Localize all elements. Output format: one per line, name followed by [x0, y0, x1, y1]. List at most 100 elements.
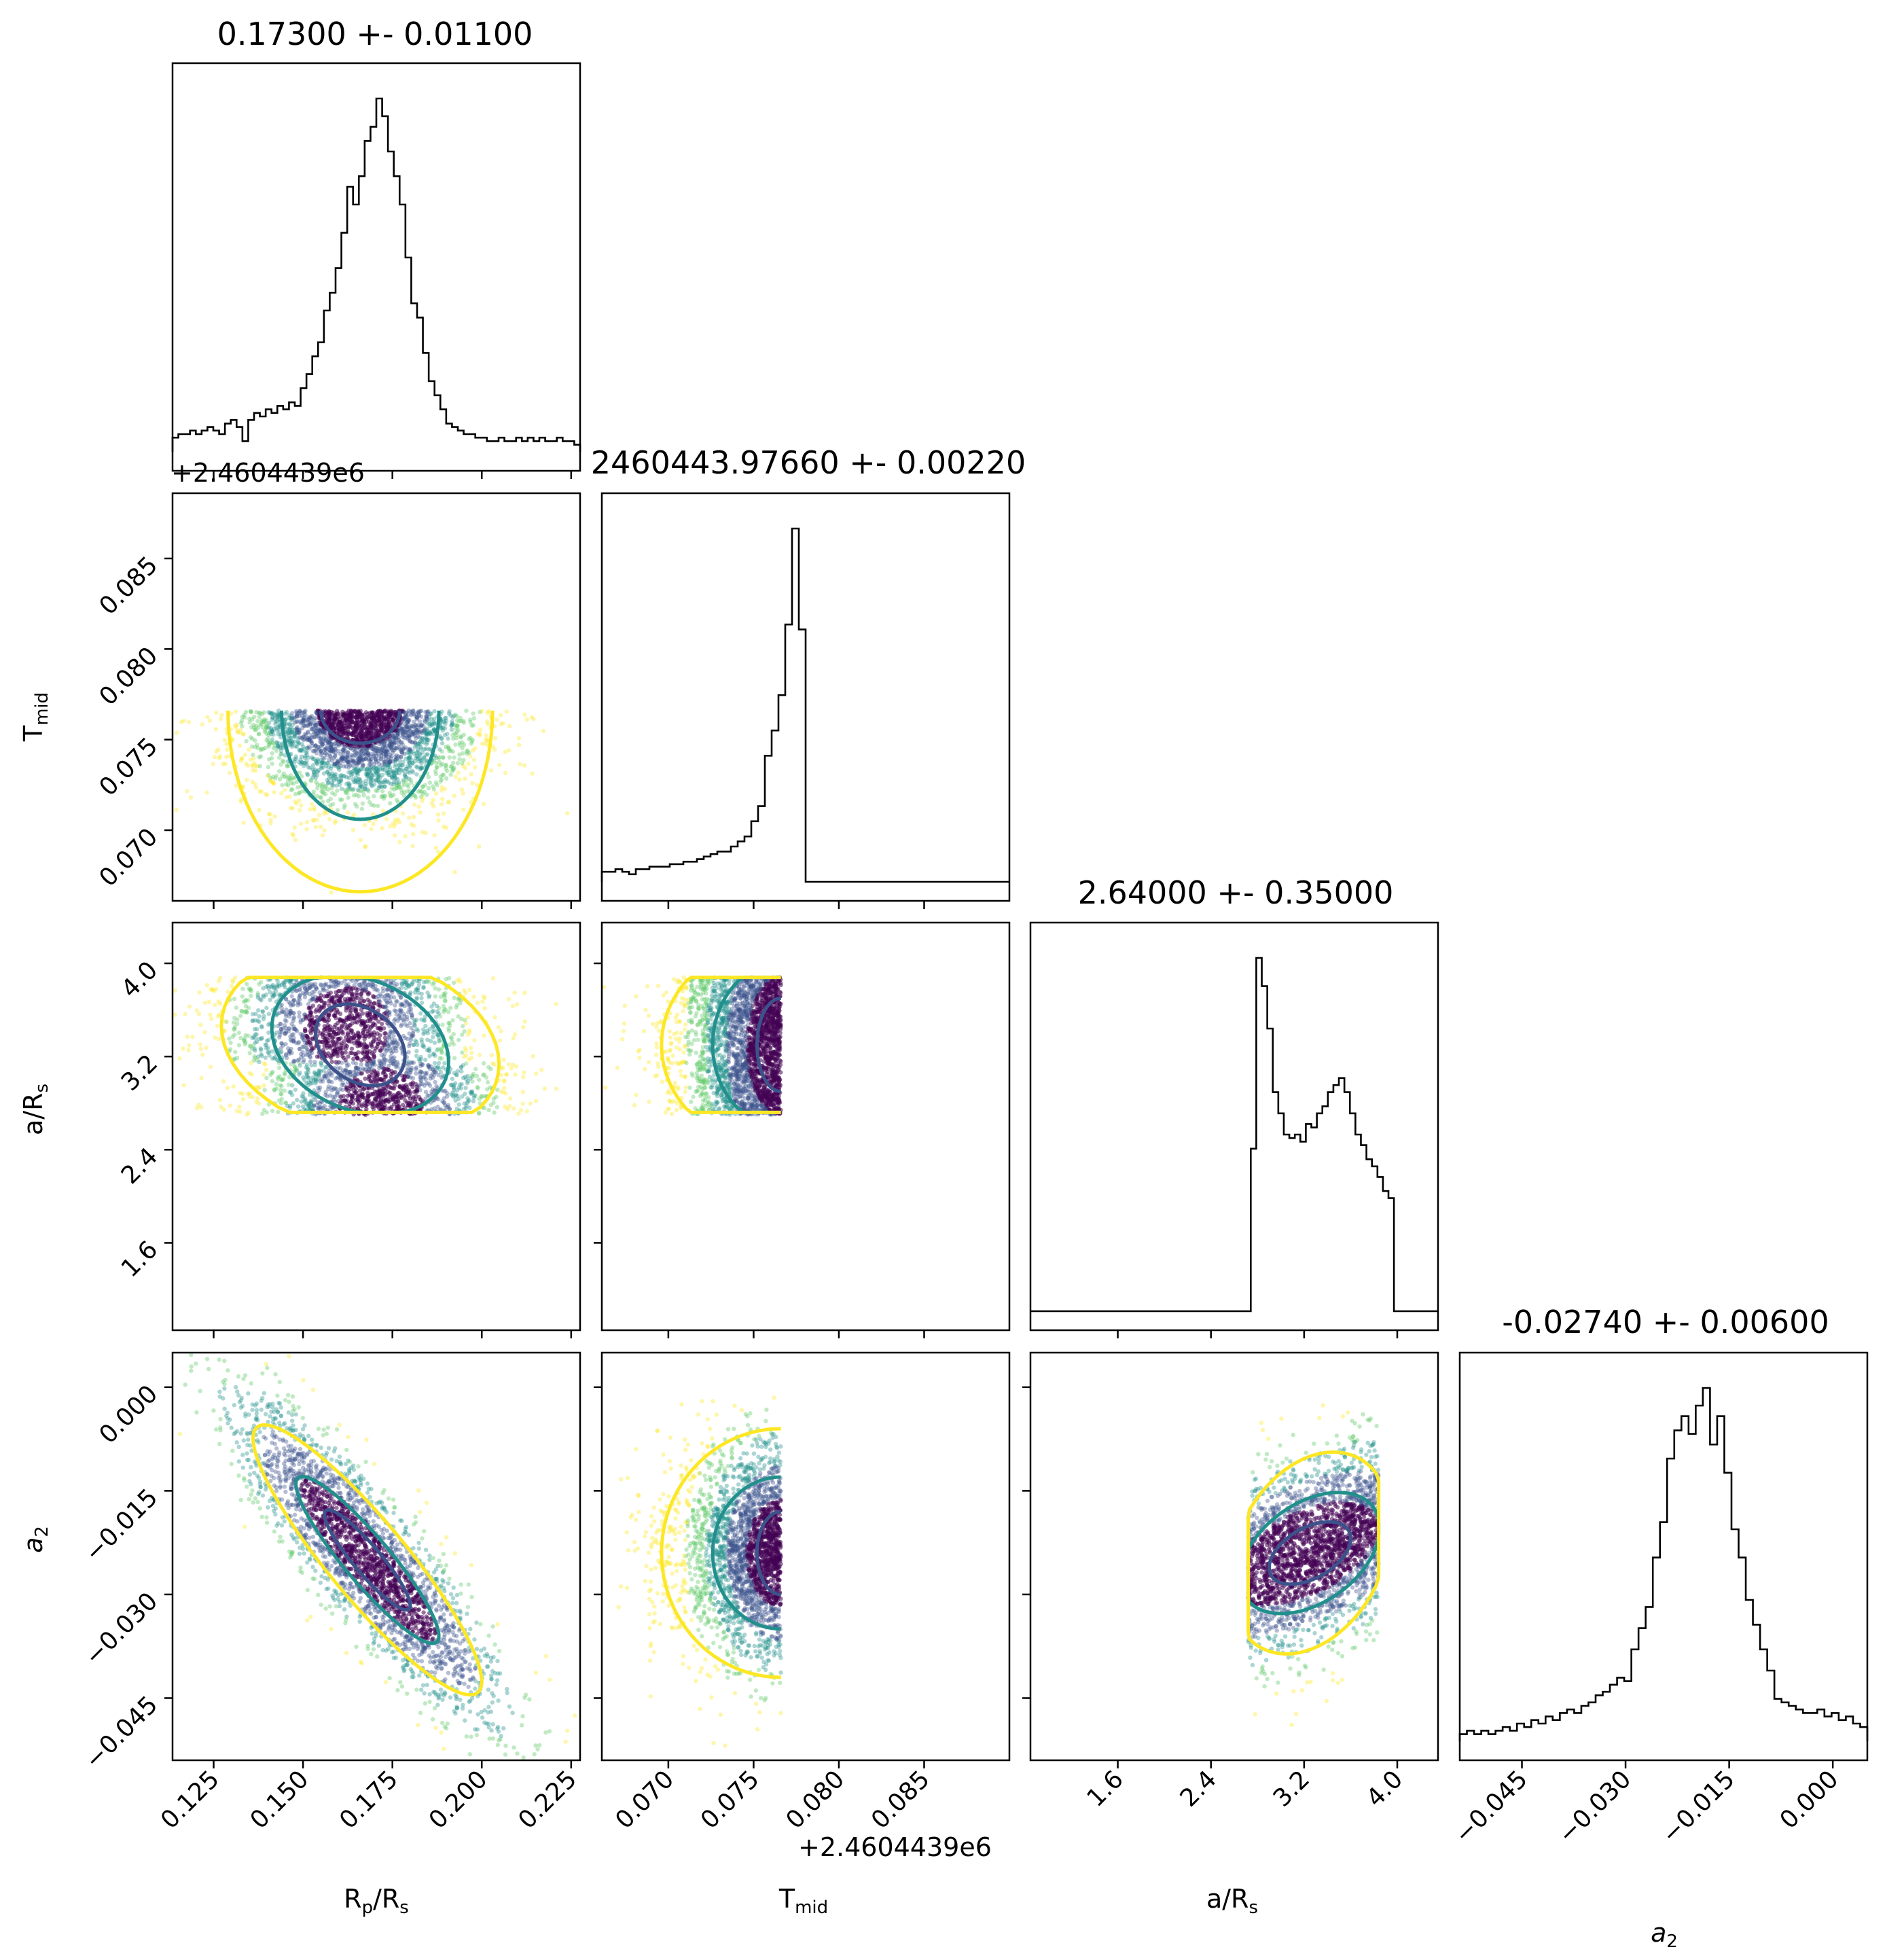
scatter-point	[306, 738, 310, 743]
scatter-point	[315, 786, 320, 791]
scatter-point	[289, 994, 294, 999]
scatter-point	[389, 775, 395, 781]
scatter-point	[448, 1023, 452, 1028]
scatter-point	[382, 1004, 387, 1010]
scatter-point	[369, 778, 374, 783]
scatter-point	[356, 1103, 361, 1108]
scatter-point	[350, 788, 355, 793]
scatter-point	[482, 1094, 487, 1099]
scatter-point	[240, 986, 245, 991]
scatter-point	[439, 788, 444, 793]
scatter-point	[518, 762, 522, 766]
scatter-point	[322, 755, 327, 761]
scatter-point	[477, 1110, 482, 1116]
scatter-point	[376, 785, 381, 791]
scatter-point	[430, 1087, 435, 1092]
scatter-point	[405, 751, 410, 755]
scatter-point	[427, 722, 432, 727]
scatter-point	[259, 1048, 264, 1052]
scatter-point	[300, 760, 304, 765]
scatter-point	[436, 1061, 442, 1065]
scatter-point	[389, 747, 395, 752]
scatter-point	[408, 729, 412, 734]
scatter-point	[335, 1061, 340, 1066]
scatter-point	[289, 781, 293, 785]
scatter-point	[376, 1036, 381, 1041]
scatter-point	[293, 720, 298, 725]
scatter-point	[338, 773, 343, 779]
scatter-point	[344, 1100, 349, 1105]
scatter-point	[312, 735, 317, 740]
scatter-point	[441, 1065, 446, 1070]
scatter-point	[264, 1075, 269, 1081]
scatter-point	[297, 1014, 302, 1019]
scatter-point	[362, 823, 367, 827]
scatter-point	[350, 719, 355, 725]
scatter-point	[243, 997, 249, 1003]
scatter-point	[283, 774, 287, 780]
scatter-point	[476, 844, 482, 849]
scatter-point	[257, 1014, 262, 1019]
scatter-point	[372, 1055, 376, 1060]
scatter-point	[331, 1035, 336, 1039]
scatter-point	[446, 1010, 451, 1014]
scatter-point	[360, 801, 365, 806]
scatter-point	[450, 715, 455, 719]
scatter-point	[418, 766, 424, 771]
scatter-point	[374, 788, 378, 793]
scatter-point	[269, 755, 274, 761]
scatter-point	[530, 771, 535, 776]
scatter-point	[313, 743, 318, 748]
scatter-point	[200, 1052, 205, 1057]
scatter-point	[319, 749, 323, 753]
scatter-point	[373, 1016, 378, 1021]
scatter-point	[263, 791, 268, 797]
scatter-point	[365, 1011, 370, 1016]
scatter-point	[197, 990, 202, 995]
scatter-point	[236, 1043, 242, 1048]
scatter-point	[310, 1080, 315, 1086]
scatter-point	[313, 743, 318, 748]
scatter-point	[245, 1091, 251, 1097]
scatter-point	[471, 716, 477, 721]
scatter-point	[279, 1006, 285, 1011]
scatter-point	[419, 991, 424, 997]
scatter-point	[283, 985, 287, 990]
scatter-point	[465, 751, 469, 756]
scatter-point	[459, 1016, 464, 1022]
scatter-point	[342, 978, 347, 984]
scatter-point	[304, 1016, 308, 1021]
scatter-point	[444, 766, 448, 771]
scatter-point	[433, 986, 437, 991]
scatter-point	[329, 780, 334, 785]
scatter-point	[388, 1048, 393, 1053]
scatter-point	[382, 1088, 387, 1093]
scatter-point	[384, 722, 389, 728]
scatter-point	[318, 1031, 323, 1036]
scatter-point	[511, 1036, 516, 1041]
scatter-point	[295, 1104, 301, 1109]
scatter-point	[412, 815, 416, 820]
scatter-point	[495, 717, 499, 722]
scatter-point	[256, 1008, 261, 1013]
scatter-point	[291, 1011, 296, 1016]
scatter-point	[334, 1016, 338, 1020]
scatter-point	[327, 984, 331, 989]
scatter-point	[354, 722, 359, 727]
scatter-point	[284, 1019, 289, 1024]
scatter-point	[376, 762, 382, 766]
scatter-point	[230, 1034, 235, 1039]
scatter-point	[455, 724, 460, 728]
scatter-point	[419, 1000, 425, 1005]
scatter-point	[420, 1062, 425, 1067]
scatter-point	[186, 719, 192, 725]
scatter-point	[324, 994, 329, 999]
scatter-point	[343, 1050, 348, 1055]
scatter-point	[421, 985, 426, 991]
scatter-point	[367, 800, 372, 804]
scatter-point	[486, 1107, 491, 1113]
scatter-point	[256, 725, 261, 730]
scatter-point	[524, 1109, 530, 1113]
scatter-point	[252, 715, 257, 719]
scatter-point	[177, 1056, 182, 1061]
